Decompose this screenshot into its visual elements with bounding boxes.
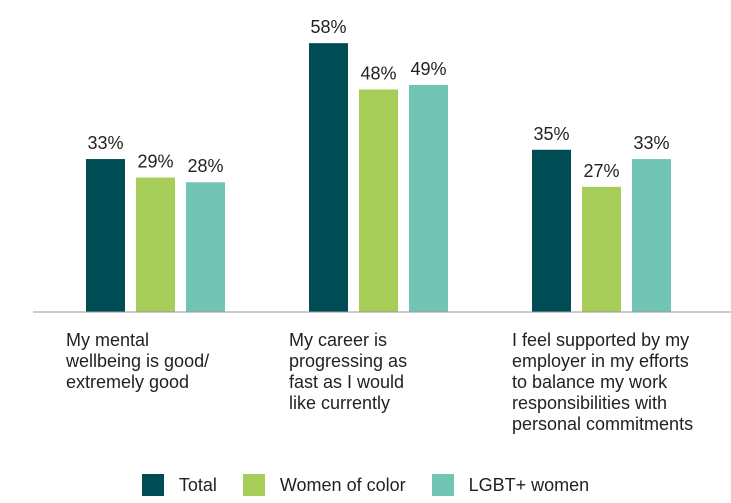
category-label-2: My career is progressing as fast as I woul… — [289, 330, 407, 414]
legend-swatch-total — [141, 474, 164, 496]
category-label-line: wellbeing is good/ — [66, 351, 210, 371]
bar-total-cat3 — [532, 149, 571, 312]
category-label-line: employer in my efforts — [512, 351, 689, 371]
bar-total-cat1 — [86, 159, 125, 312]
legend-item-lgbt-women: LGBT+ women — [431, 474, 590, 496]
category-label-line: like currently — [289, 393, 391, 413]
category-label-3: I feel supported by my employer in my eff… — [512, 330, 693, 435]
value-label-total-cat1: 33% — [87, 133, 123, 153]
legend-swatch-women-of-color — [242, 474, 265, 496]
value-label-women-of-color-cat2: 48% — [360, 64, 396, 84]
category-label-line: to balance my work — [512, 372, 668, 392]
value-label-lgbt-women-cat3: 33% — [633, 133, 669, 153]
legend-swatch-lgbt-women — [431, 474, 454, 496]
category-label-line: extremely good — [66, 372, 190, 392]
legend-label-lgbt-women: LGBT+ women — [468, 474, 590, 495]
bars-layer — [86, 43, 671, 313]
value-label-total-cat3: 35% — [533, 124, 569, 144]
legend-label-women-of-color: Women of color — [279, 474, 406, 495]
legend-label-total: Total — [178, 474, 217, 495]
category-label-line: My mental — [66, 330, 150, 350]
value-label-total-cat2: 58% — [310, 17, 346, 37]
legend: Total Women of color LGBT+ women — [0, 474, 731, 496]
bar-women-of-color-cat1 — [136, 177, 175, 312]
bar-women-of-color-cat3 — [582, 186, 621, 312]
value-label-women-of-color-cat3: 27% — [583, 161, 619, 181]
category-label-line: I feel supported by my — [512, 330, 690, 350]
category-label-line: fast as I would — [289, 372, 405, 392]
bar-women-of-color-cat2 — [359, 89, 398, 313]
bar-lgbt-women-cat3 — [632, 159, 671, 312]
category-label-line: My career is — [289, 330, 388, 350]
bar-lgbt-women-cat2 — [409, 84, 448, 312]
category-label-line: responsibilities with — [512, 393, 668, 413]
category-label-line: progressing as — [289, 351, 408, 371]
value-label-women-of-color-cat1: 29% — [137, 152, 173, 172]
legend-item-women-of-color: Women of color — [242, 474, 406, 496]
bar-lgbt-women-cat1 — [186, 182, 225, 312]
value-label-lgbt-women-cat2: 49% — [410, 59, 446, 79]
value-label-lgbt-women-cat1: 28% — [187, 156, 223, 176]
category-label-1: My mental wellbeing is good/extremely goo… — [66, 330, 209, 393]
value-labels-layer: 33% 58% 35% 29% 48% 27% 28% 49% 33% — [87, 17, 669, 181]
legend-item-total: Total — [141, 474, 217, 496]
category-label-line: personal commitments — [512, 414, 694, 434]
bar-total-cat2 — [309, 43, 348, 313]
